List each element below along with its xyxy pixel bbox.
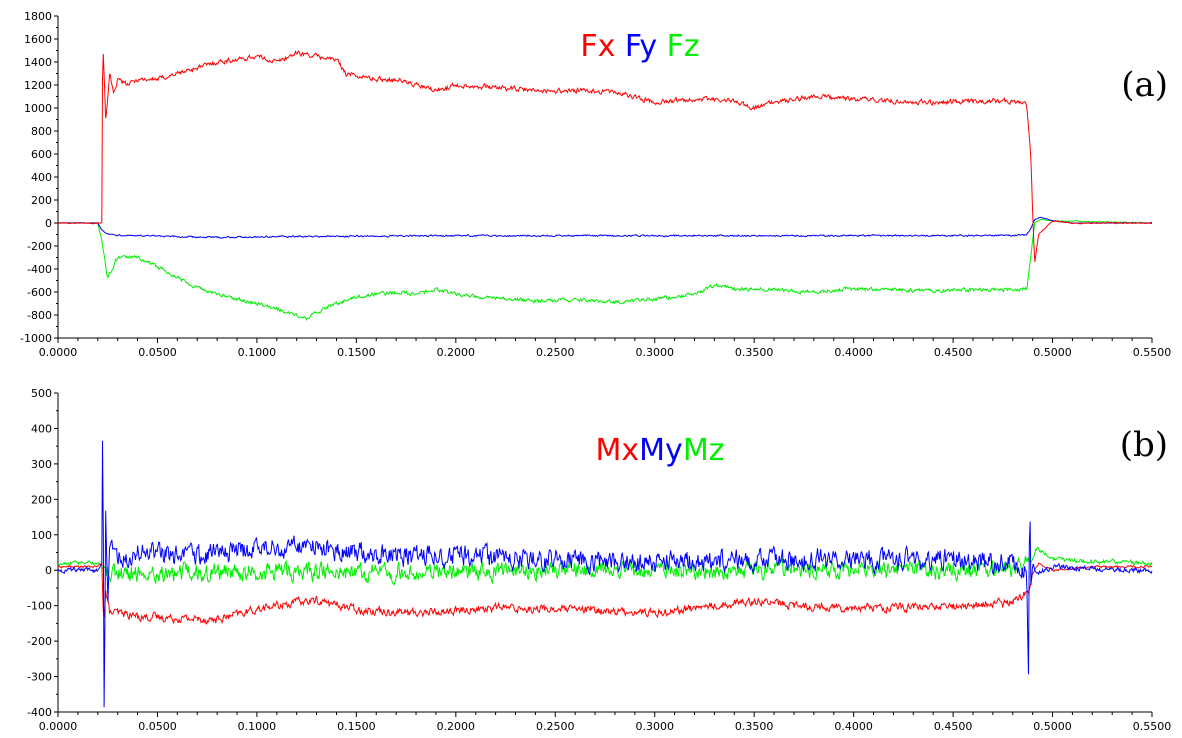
legend: Fx Fy Fz xyxy=(580,29,699,64)
x-tick-label: 0.0000 xyxy=(39,346,78,359)
series-line-my xyxy=(57,440,1153,708)
x-tick-label: 0.1000 xyxy=(238,720,277,733)
x-tick-label: 0.1500 xyxy=(337,720,376,733)
panel-label: (a) xyxy=(1121,65,1168,105)
legend-entry-fy: Fy xyxy=(615,29,657,64)
legend-entry-mz: Mz xyxy=(683,433,725,468)
y-tick-label: 800 xyxy=(31,125,52,138)
series-line-mz xyxy=(57,546,1153,586)
series-line-fy xyxy=(57,216,1152,239)
x-tick-label: 0.4000 xyxy=(834,346,873,359)
y-tick-label: -1000 xyxy=(20,332,52,345)
x-tick-label: 0.0500 xyxy=(138,720,177,733)
panel-label: (b) xyxy=(1120,425,1168,465)
y-tick-label: 1600 xyxy=(24,33,52,46)
y-tick-label: 1200 xyxy=(24,79,52,92)
x-tick-label: 0.5000 xyxy=(1033,346,1072,359)
x-tick-label: 0.3500 xyxy=(735,720,774,733)
y-tick-label: 1800 xyxy=(24,10,52,23)
x-tick-label: 0.1000 xyxy=(238,346,277,359)
y-tick-label: 400 xyxy=(31,171,52,184)
y-tick-label: 1000 xyxy=(24,102,52,115)
x-tick-label: 0.4000 xyxy=(834,720,873,733)
y-tick-label: -300 xyxy=(27,671,52,684)
y-tick-label: 100 xyxy=(31,529,52,542)
x-tick-label: 0.2000 xyxy=(437,346,476,359)
x-tick-label: 0.3000 xyxy=(635,720,674,733)
x-tick-label: 0.5500 xyxy=(1133,720,1172,733)
legend-entry-fx: Fx xyxy=(580,29,615,64)
x-tick-label: 0.3500 xyxy=(735,346,774,359)
x-tick-label: 0.2500 xyxy=(536,720,575,733)
y-tick-label: -600 xyxy=(27,286,52,299)
legend-entry-fz: Fz xyxy=(657,29,700,64)
legend-entry-my: My xyxy=(639,433,683,468)
x-tick-label: 0.3000 xyxy=(635,346,674,359)
series-line-mx xyxy=(57,562,1153,625)
legend-entry-mx: Mx xyxy=(596,433,640,468)
y-tick-label: -100 xyxy=(27,600,52,613)
y-tick-label: -800 xyxy=(27,309,52,322)
y-tick-label: 0 xyxy=(45,564,52,577)
series-line-fz xyxy=(57,218,1153,322)
y-tick-label: 0 xyxy=(45,217,52,230)
y-tick-label: 500 xyxy=(31,387,52,400)
y-tick-label: -400 xyxy=(27,263,52,276)
x-tick-label: 0.1500 xyxy=(337,346,376,359)
moment-chart: 500 400 300 200 100 0 -100 -200 -300 -4000.0000 0.… xyxy=(27,387,1171,733)
x-tick-label: 0.4500 xyxy=(934,720,973,733)
x-tick-label: 0.4500 xyxy=(934,346,973,359)
legend: MxMyMz xyxy=(596,433,725,468)
x-tick-label: 0.0500 xyxy=(138,346,177,359)
axes: 1800 1600 1400 1200 1000 800 600 400 200 0 -200 -40… xyxy=(20,10,1171,359)
y-tick-label: 200 xyxy=(31,194,52,207)
y-tick-label: 1400 xyxy=(24,56,52,69)
y-tick-label: -400 xyxy=(27,706,52,719)
x-tick-label: 0.2500 xyxy=(536,346,575,359)
x-tick-label: 0.2000 xyxy=(437,720,476,733)
y-tick-label: 200 xyxy=(31,493,52,506)
y-tick-label: 300 xyxy=(31,458,52,471)
x-tick-label: 0.0000 xyxy=(39,720,78,733)
y-tick-label: 600 xyxy=(31,148,52,161)
x-tick-label: 0.5500 xyxy=(1133,346,1172,359)
x-tick-label: 0.5000 xyxy=(1033,720,1072,733)
y-tick-label: 400 xyxy=(31,422,52,435)
y-tick-label: -200 xyxy=(27,240,52,253)
series-line-fx xyxy=(58,50,1153,262)
axes: 500 400 300 200 100 0 -100 -200 -300 -4000.0000 0.… xyxy=(27,387,1171,733)
y-tick-label: -200 xyxy=(27,635,52,648)
force-chart: 1800 1600 1400 1200 1000 800 600 400 200 0 -200 -40… xyxy=(20,10,1171,359)
